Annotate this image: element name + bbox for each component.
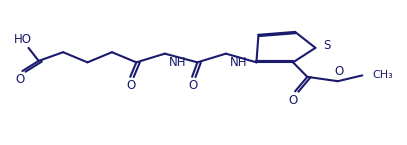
Text: O: O (289, 94, 298, 107)
Text: O: O (16, 73, 25, 86)
Text: S: S (324, 39, 331, 52)
Text: O: O (127, 79, 136, 92)
Text: O: O (188, 79, 197, 92)
Text: CH₃: CH₃ (372, 70, 393, 80)
Text: NH: NH (169, 56, 186, 69)
Text: NH: NH (230, 56, 247, 69)
Text: O: O (334, 65, 343, 78)
Text: HO: HO (13, 33, 31, 46)
